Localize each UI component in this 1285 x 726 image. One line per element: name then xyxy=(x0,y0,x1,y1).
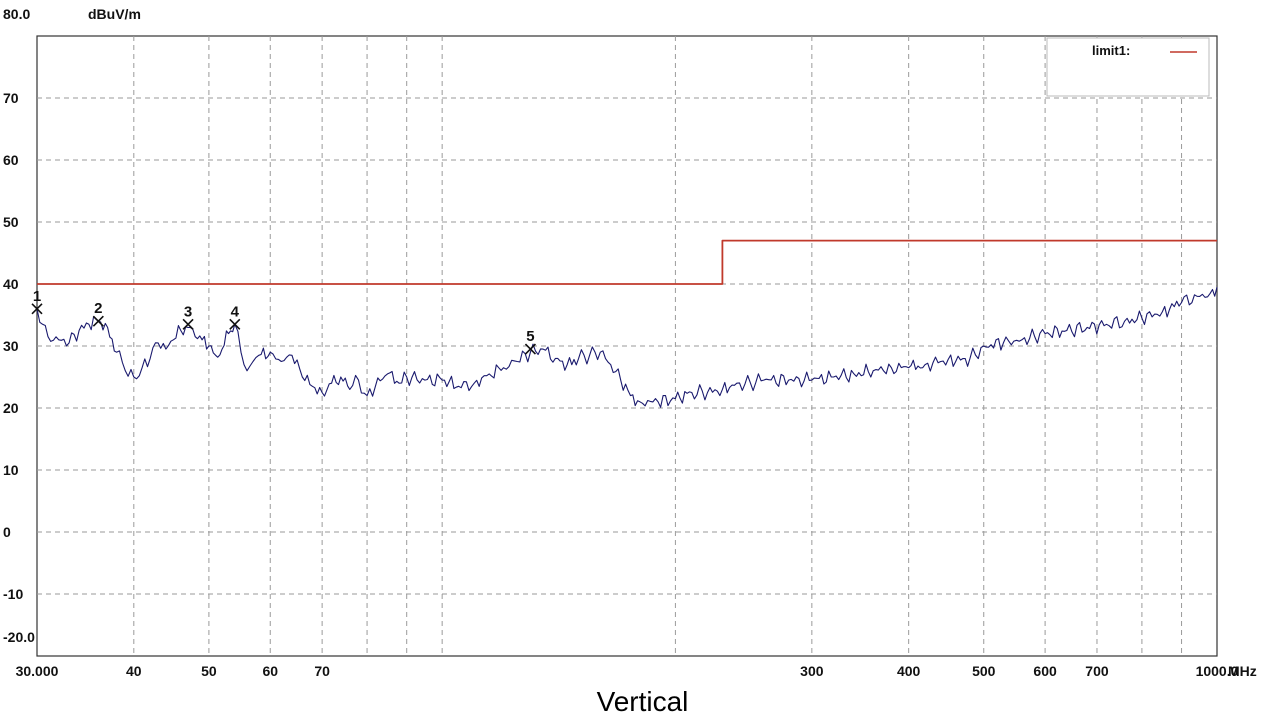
y-tick-label: -20.0 xyxy=(3,629,35,645)
series-layer xyxy=(36,239,1218,408)
marker-3: 3 xyxy=(182,303,194,330)
y-tick-label: 10 xyxy=(3,462,19,478)
grid xyxy=(37,36,1217,656)
y-tick-label: 30 xyxy=(3,338,19,354)
marker-1: 1 xyxy=(31,288,43,315)
marker-5: 5 xyxy=(524,328,537,355)
limit-line xyxy=(37,239,1217,285)
marker-label: 1 xyxy=(33,288,41,305)
y-tick-label: 80.0 xyxy=(3,6,30,22)
marker-x-icon xyxy=(31,303,43,315)
marker-label: 3 xyxy=(184,303,192,320)
x-tick-label: 60 xyxy=(262,663,278,679)
y-tick-label: -10 xyxy=(3,586,23,602)
x-tick-label: 700 xyxy=(1085,663,1109,679)
x-tick-label: 400 xyxy=(897,663,921,679)
y-tick-label: 50 xyxy=(3,214,19,230)
x-tick-label: 40 xyxy=(126,663,142,679)
marker-4: 4 xyxy=(229,303,241,330)
y-tick-labels: 80.0 70 60 50 40 30 20 10 0 -10 -20.0 xyxy=(3,6,35,645)
y-tick-label: 0 xyxy=(3,524,11,540)
x-tick-labels: 30.000 40 50 60 70 300 400 500 600 700 1000.0 xyxy=(16,663,1239,679)
chart-caption: Vertical xyxy=(596,686,689,717)
x-unit-label: MHz xyxy=(1228,663,1257,679)
marker-2: 2 xyxy=(92,300,104,327)
legend-box xyxy=(1046,37,1210,97)
legend-label-limit1: limit1: xyxy=(1092,43,1130,58)
marker-label: 2 xyxy=(94,300,102,317)
y-tick-label: 70 xyxy=(3,90,19,106)
marker-layer: 1 2 3 4 5 xyxy=(31,288,537,355)
y-tick-label: 60 xyxy=(3,152,19,168)
marker-x-icon xyxy=(229,318,241,330)
x-tick-label: 70 xyxy=(314,663,330,679)
y-tick-label: 40 xyxy=(3,276,19,292)
legend: limit1: xyxy=(1046,37,1210,97)
x-tick-label: 500 xyxy=(972,663,996,679)
marker-label: 5 xyxy=(526,328,534,345)
y-tick-label: 20 xyxy=(3,400,19,416)
marker-x-icon xyxy=(182,318,194,330)
marker-x-icon xyxy=(524,343,537,355)
x-tick-label: 1000.0 xyxy=(1196,663,1239,679)
y-unit-label: dBuV/m xyxy=(88,6,141,22)
marker-x-icon xyxy=(92,315,104,327)
x-tick-label: 600 xyxy=(1033,663,1057,679)
measurement-trace xyxy=(36,286,1218,408)
marker-label: 4 xyxy=(231,303,240,320)
x-tick-label: 50 xyxy=(201,663,217,679)
x-tick-label: 300 xyxy=(800,663,824,679)
x-tick-label: 30.000 xyxy=(16,663,59,679)
